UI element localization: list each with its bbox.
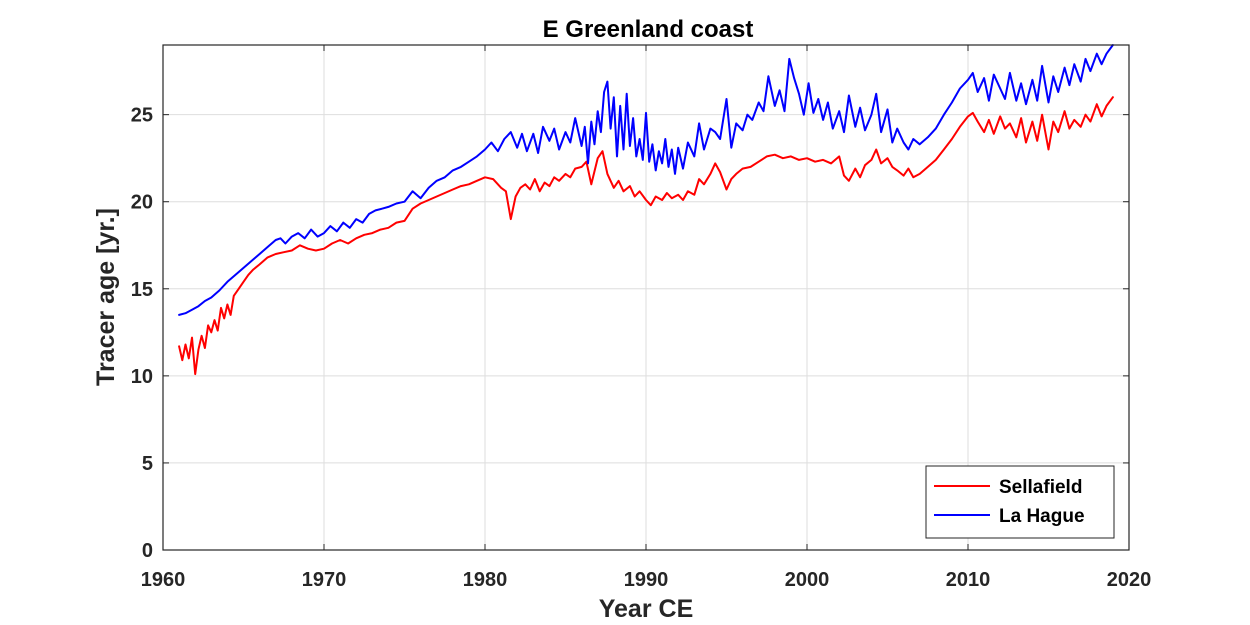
axis-ticks: 1960 1970 1980 1990 2000 2010 2020 0 5 10 15 20 25	[131, 45, 1152, 591]
y-tick-label: 10	[131, 366, 153, 388]
y-tick-label: 25	[131, 105, 153, 127]
x-axis-label: Year CE	[599, 595, 694, 623]
y-tick-label: 5	[142, 453, 153, 475]
y-tick-label: 20	[131, 192, 153, 214]
legend-label-la-hague: La Hague	[999, 506, 1085, 527]
legend-label-sellafield: Sellafield	[999, 477, 1082, 498]
y-axis-label: Tracer age [yr.]	[92, 208, 120, 386]
x-tick-label: 1980	[463, 569, 508, 591]
y-tick-label: 15	[131, 279, 153, 301]
chart-title: E Greenland coast	[543, 16, 754, 43]
x-tick-label: 1960	[141, 569, 186, 591]
x-tick-label: 1990	[624, 569, 669, 591]
y-tick-label: 0	[142, 540, 153, 562]
series-layer	[178, 44, 1114, 376]
legend-box	[925, 465, 1115, 539]
legend: Sellafield La Hague	[925, 465, 1115, 539]
x-tick-label: 2000	[785, 569, 830, 591]
x-tick-label: 2010	[946, 569, 991, 591]
series-line-sellafield	[178, 96, 1114, 376]
series-line-la-hague	[178, 44, 1114, 316]
x-tick-label: 2020	[1107, 569, 1152, 591]
x-tick-label: 1970	[302, 569, 347, 591]
